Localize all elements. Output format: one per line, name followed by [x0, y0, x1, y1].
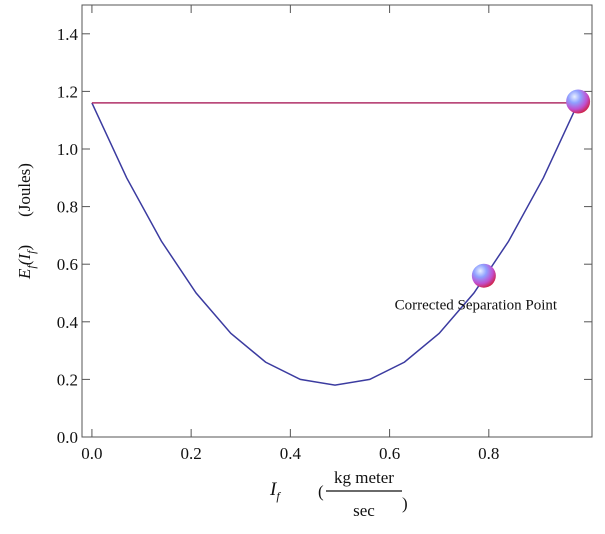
annotation: Corrected Separation Point	[395, 298, 558, 314]
x-label-numerator: kg meter	[334, 468, 394, 487]
x-label-denominator: sec	[353, 501, 375, 520]
y-tick-label: 1.0	[57, 140, 78, 159]
y-label-part: f	[24, 249, 38, 254]
sphere-marker	[471, 263, 496, 288]
y-label-part: )	[15, 245, 34, 251]
y-label-unit: (Joules)	[15, 163, 34, 217]
x-tick-label: 0.0	[81, 444, 102, 463]
x-tick-label: 0.4	[280, 444, 302, 463]
x-tick-label: 0.2	[181, 444, 202, 463]
y-tick-label: 0.0	[57, 428, 78, 447]
y-label-part: f	[24, 264, 38, 269]
y-tick-label: 0.4	[57, 313, 79, 332]
x-label-open: (	[318, 482, 324, 501]
y-tick-label: 1.2	[57, 82, 78, 101]
y-tick-label: 0.2	[57, 370, 78, 389]
y-label-part: E	[15, 268, 34, 280]
y-axis-label: Ef(If) (Joules)	[15, 163, 38, 280]
x-label-symbol: I	[269, 479, 278, 500]
x-axis-label: If	[269, 479, 281, 503]
sphere-marker	[566, 89, 591, 114]
y-tick-label: 0.8	[57, 198, 78, 217]
x-tick-label: 0.8	[478, 444, 499, 463]
y-tick-label: 1.4	[57, 25, 79, 44]
y-tick-label: 0.6	[57, 255, 78, 274]
x-tick-label: 0.6	[379, 444, 400, 463]
y-label-part: (I	[15, 253, 34, 266]
plot-frame	[81, 4, 593, 438]
x-label-close: )	[402, 494, 408, 513]
x-label-sub: f	[276, 489, 281, 503]
curve	[91, 102, 579, 386]
